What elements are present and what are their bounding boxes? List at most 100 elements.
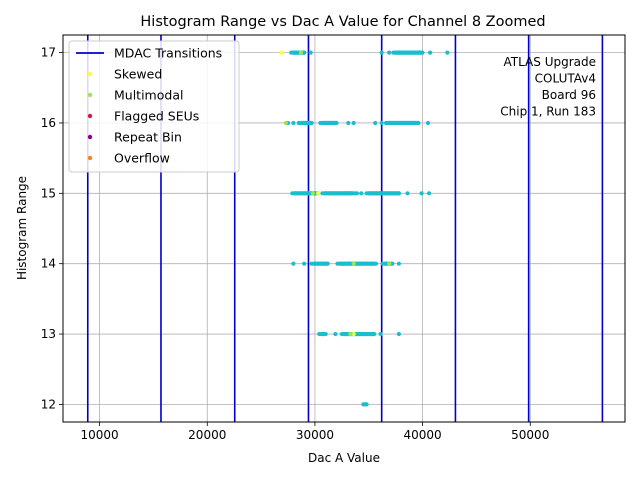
data-point	[334, 120, 339, 126]
legend: MDAC Transitions Skewed Multimodal Flagged …	[68, 40, 240, 173]
data-point	[341, 261, 347, 266]
data-point	[317, 331, 322, 337]
legend-label: Flagged SEUs	[114, 109, 199, 124]
y-tick-label: 13	[41, 327, 56, 341]
data-point	[410, 50, 415, 55]
data-point	[292, 50, 297, 55]
data-point	[361, 261, 366, 266]
data-point	[301, 50, 307, 55]
data-point	[364, 191, 369, 196]
legend-dot-swatch	[87, 92, 93, 98]
data-point	[367, 191, 372, 196]
data-point	[302, 261, 307, 266]
y-tick-label: 15	[41, 186, 56, 200]
annotation-line: COLUTAv4	[535, 72, 596, 86]
data-point	[327, 120, 333, 126]
data-point	[357, 261, 363, 266]
data-point	[377, 191, 382, 196]
data-point	[323, 191, 328, 196]
data-point	[445, 50, 450, 55]
data-point	[396, 191, 401, 196]
data-point	[319, 261, 324, 266]
legend-label: Overflow	[114, 151, 170, 166]
data-point	[312, 261, 318, 266]
data-point	[351, 120, 356, 126]
data-point	[390, 120, 395, 126]
data-point	[336, 191, 341, 196]
legend-dot-swatch	[87, 113, 93, 119]
data-point	[379, 120, 384, 126]
x-tick-label: 30000	[296, 428, 334, 442]
data-point	[351, 261, 356, 266]
data-point	[374, 191, 379, 196]
data-point	[323, 331, 328, 337]
data-point	[358, 331, 364, 337]
plot-frame	[62, 34, 626, 423]
data-point	[417, 50, 422, 55]
data-point	[324, 120, 329, 126]
data-point	[404, 50, 409, 55]
x-axis-label: Dac A Value	[308, 451, 380, 465]
y-tick-label: 12	[41, 397, 56, 411]
data-point	[316, 191, 321, 196]
data-point	[296, 120, 301, 126]
data-point	[373, 120, 378, 126]
data-point	[390, 191, 395, 196]
data-point	[354, 261, 359, 266]
data-point	[296, 191, 301, 196]
data-point	[428, 50, 433, 55]
data-point	[394, 50, 399, 55]
data-point	[383, 191, 388, 196]
data-point	[345, 191, 350, 196]
data-point	[318, 120, 323, 126]
data-point	[320, 191, 325, 196]
data-point	[293, 191, 298, 196]
data-point	[364, 261, 369, 266]
data-point	[413, 50, 419, 55]
data-point	[401, 50, 406, 55]
annotation-line: Chip 1, Run 183	[500, 105, 596, 119]
data-point	[380, 191, 385, 196]
data-point	[325, 261, 330, 266]
data-point	[355, 331, 360, 337]
data-point	[387, 261, 392, 266]
x-tick-label: 20000	[188, 428, 226, 442]
data-point	[380, 261, 385, 266]
data-point	[299, 120, 305, 126]
data-point	[339, 331, 344, 337]
legend-dot-swatch	[87, 71, 93, 77]
data-point	[326, 191, 331, 196]
data-point	[310, 191, 315, 196]
data-point	[370, 261, 375, 266]
data-point	[391, 50, 396, 55]
data-point	[379, 50, 384, 55]
data-point	[368, 331, 373, 337]
data-point	[405, 191, 410, 196]
data-point	[291, 261, 296, 266]
data-point	[383, 261, 389, 266]
data-point	[316, 261, 321, 266]
x-tick-label: 50000	[511, 428, 549, 442]
chart-title: Histogram Range vs Dac A Value for Chann…	[140, 14, 545, 30]
data-point	[359, 191, 364, 196]
data-point	[306, 191, 311, 196]
data-point	[342, 331, 348, 337]
points-layer	[279, 50, 450, 407]
data-point	[387, 50, 392, 55]
data-point	[348, 261, 353, 266]
data-point	[425, 120, 431, 126]
data-point	[331, 120, 336, 126]
x-ticks-layer: 10000 20000 30000 40000 50000	[81, 422, 549, 442]
data-point	[303, 120, 308, 126]
data-point	[397, 50, 403, 55]
data-point	[383, 120, 389, 126]
data-point	[308, 50, 313, 55]
data-point	[309, 120, 314, 126]
data-point	[399, 120, 405, 126]
data-point	[320, 331, 325, 337]
data-point	[386, 191, 392, 196]
data-point	[396, 331, 402, 337]
legend-label: Multimodal	[114, 88, 183, 103]
data-point	[396, 261, 402, 266]
data-point	[370, 191, 376, 196]
